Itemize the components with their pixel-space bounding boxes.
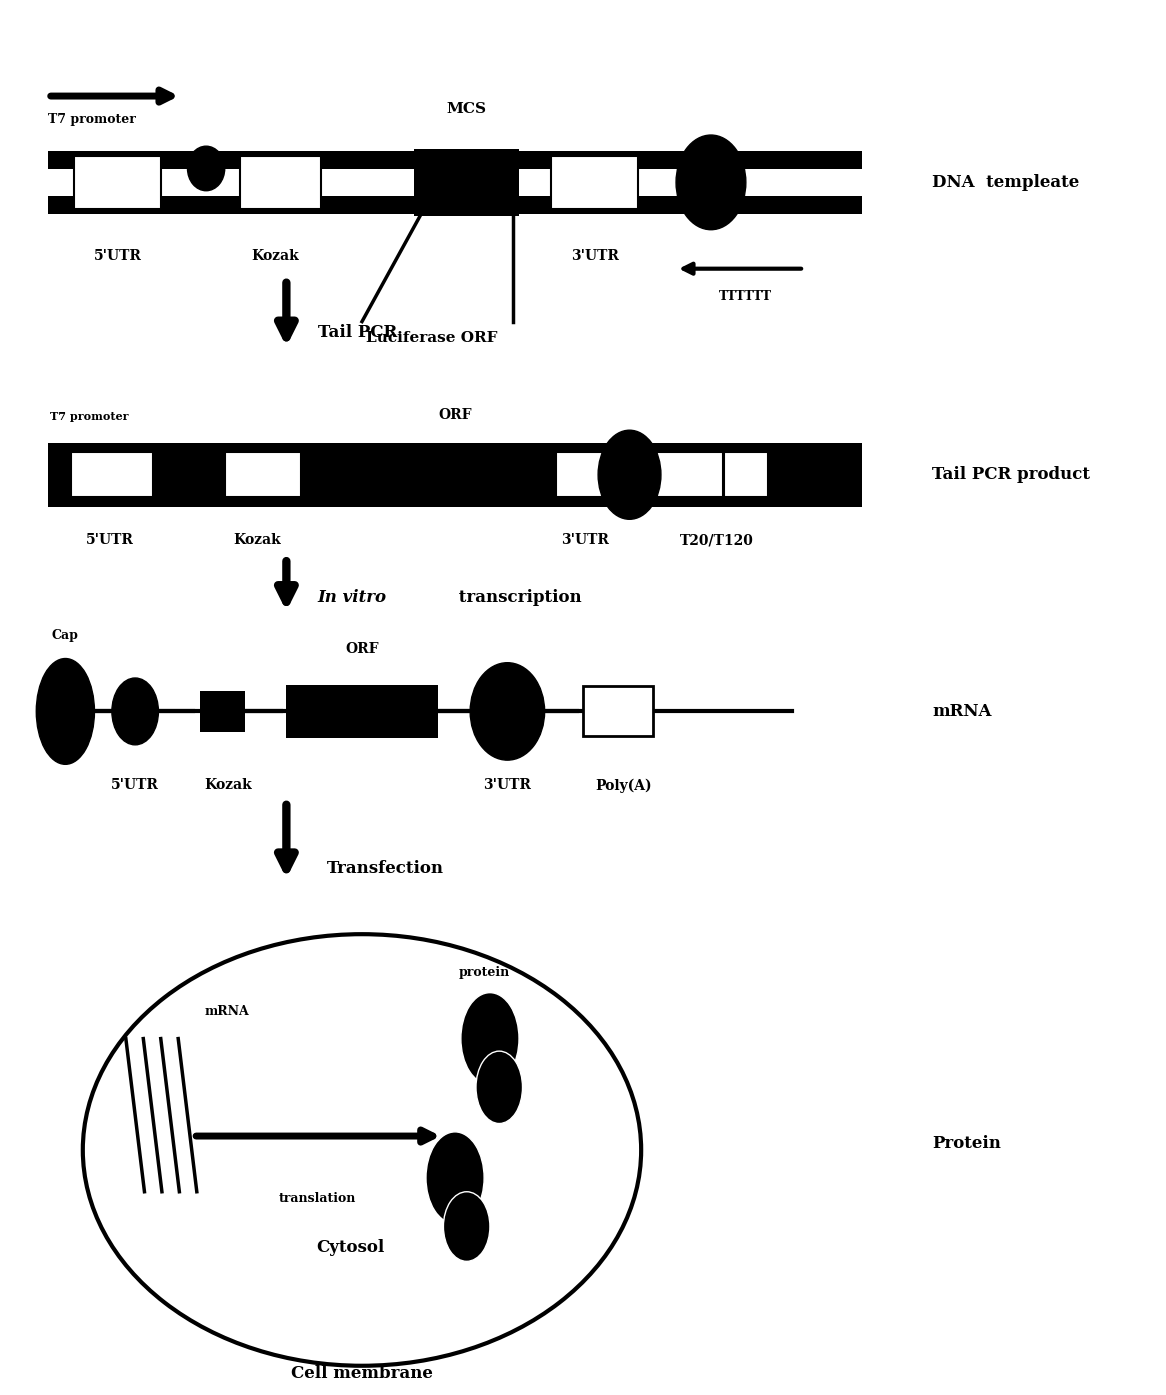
Text: Kozak: Kozak [204,778,252,792]
Bar [201,691,245,732]
Bar [225,452,301,497]
Ellipse shape [476,1050,522,1123]
Text: T20/T120: T20/T120 [680,533,753,547]
Bar [583,686,653,737]
Text: Cap: Cap [52,629,79,642]
Text: In vitro: In vitro [318,589,387,605]
Text: transcription: transcription [452,589,582,605]
Text: translation: translation [279,1191,357,1205]
Bar [225,452,301,497]
Text: 5'UTR: 5'UTR [85,533,133,547]
Text: TTTTTT: TTTTTT [719,290,772,303]
Text: Kozak: Kozak [233,533,281,547]
Text: mRNA: mRNA [205,1004,250,1018]
Text: MCS: MCS [447,102,486,116]
Text: Luciferase ORF: Luciferase ORF [366,332,498,346]
Ellipse shape [36,658,94,764]
Bar [724,452,768,497]
Ellipse shape [443,1191,490,1261]
Bar [552,156,638,209]
Ellipse shape [676,135,746,230]
Bar [359,442,552,506]
Bar [48,151,862,169]
Bar [71,452,153,497]
Bar [71,452,153,497]
Text: Tail PCR product: Tail PCR product [932,466,1090,483]
Text: DNA  templeate: DNA templeate [932,174,1080,191]
Bar [48,195,862,213]
Ellipse shape [83,935,641,1366]
Bar [653,452,723,497]
Text: Protein: Protein [932,1134,1000,1151]
Text: 3'UTR: 3'UTR [570,250,619,264]
Bar [75,156,161,209]
Text: T7 promoter: T7 promoter [50,412,128,421]
Text: 5'UTR: 5'UTR [111,778,159,792]
Ellipse shape [112,678,159,745]
Bar [240,156,322,209]
Bar [653,452,723,497]
Text: ORF: ORF [345,642,379,656]
Ellipse shape [470,663,545,760]
Bar [552,156,638,209]
Text: 3'UTR: 3'UTR [561,533,610,547]
Text: ORF: ORF [438,407,472,421]
Bar [75,156,161,209]
Text: Cell membrane: Cell membrane [292,1366,433,1382]
Ellipse shape [461,993,519,1084]
Bar [414,149,519,216]
Bar [48,195,862,213]
Bar [48,151,862,169]
Bar [287,685,437,738]
Bar [240,156,322,209]
Text: Kozak: Kozak [251,250,298,264]
Text: Cytosol: Cytosol [316,1239,385,1256]
Text: Poly(A): Poly(A) [596,778,652,792]
Text: T7 promoter: T7 promoter [48,113,135,126]
Text: Transfection: Transfection [328,861,444,877]
Bar [724,452,768,497]
Bar [556,452,614,497]
Text: mRNA: mRNA [932,703,991,720]
Bar [556,452,614,497]
Ellipse shape [598,430,661,519]
Text: Tail PCR: Tail PCR [318,324,398,342]
Ellipse shape [188,146,225,191]
Text: protein: protein [458,965,510,979]
Bar [48,442,862,506]
Ellipse shape [426,1131,484,1223]
Ellipse shape [170,444,212,505]
Text: 5'UTR: 5'UTR [93,250,141,264]
Text: 3'UTR: 3'UTR [484,778,532,792]
